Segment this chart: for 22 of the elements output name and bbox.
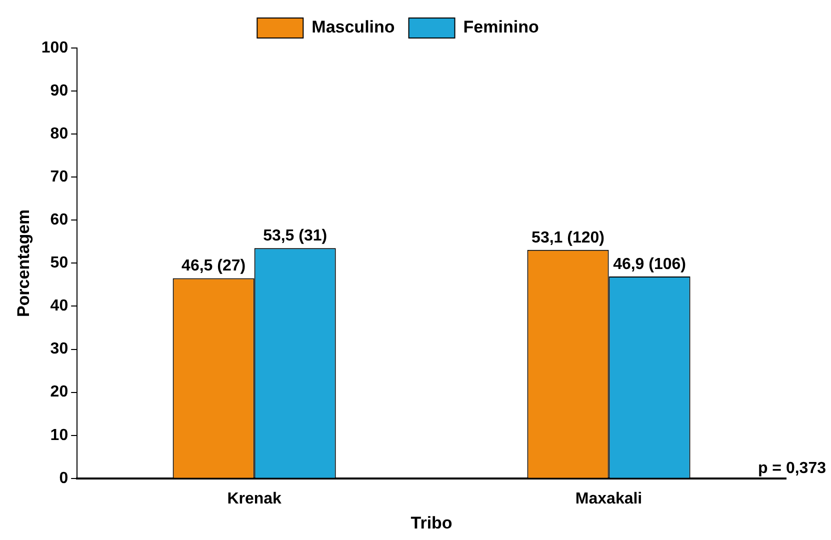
x-tick-label: Krenak: [227, 490, 282, 508]
y-tick-label: 0: [59, 470, 68, 487]
annotation: p = 0,373: [758, 460, 826, 477]
data-label: 46,5 (27): [182, 258, 246, 275]
legend-label: Feminino: [463, 18, 539, 37]
y-tick-label: 30: [50, 340, 68, 358]
data-label: 53,1 (120): [532, 229, 604, 246]
y-tick-label: 90: [50, 82, 68, 100]
y-tick-label: 100: [41, 39, 68, 56]
y-tick-label: 20: [50, 384, 68, 401]
y-tick-label: 10: [50, 426, 68, 444]
y-tick-label: 60: [50, 212, 68, 229]
data-label: 53,5 (31): [263, 228, 328, 245]
x-tick-label: Maxakali: [575, 490, 642, 508]
y-tick-label: 80: [50, 125, 68, 142]
data-label: 46,9 (106): [613, 256, 686, 273]
y-tick-label: 50: [50, 254, 68, 272]
legend-label: Masculino: [312, 18, 395, 37]
x-axis-title: Tribo: [410, 513, 452, 532]
y-tick-label: 70: [50, 168, 68, 186]
y-tick-label: 40: [50, 298, 68, 315]
y-axis-title: Porcentagem: [14, 209, 33, 318]
